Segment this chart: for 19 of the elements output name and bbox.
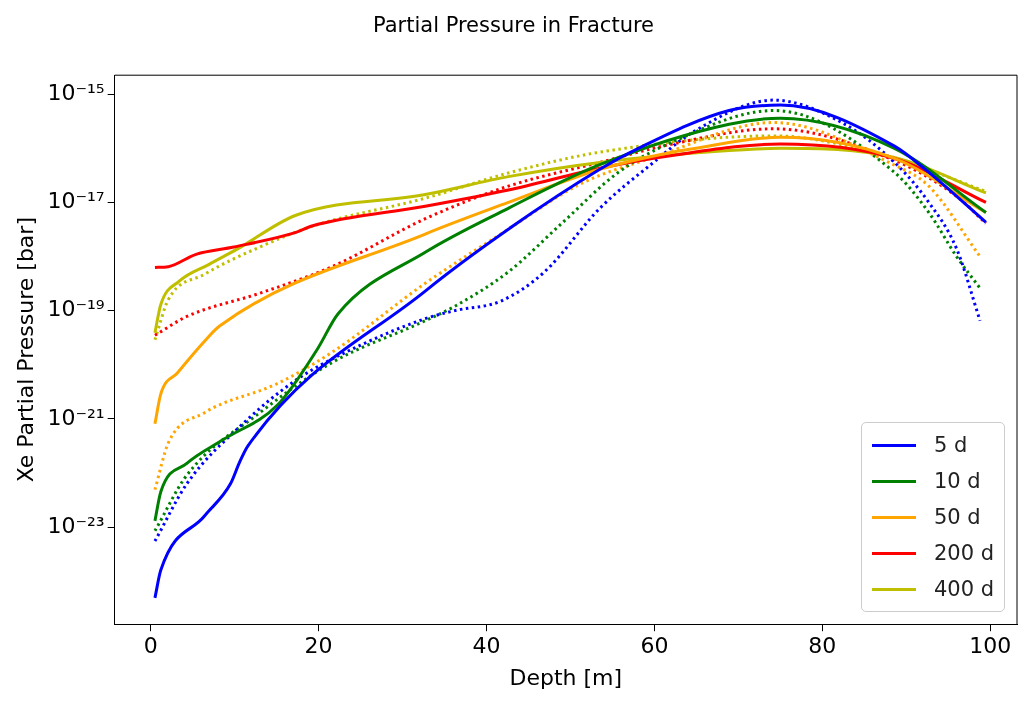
y-tick-label: 10⁻¹⁵ bbox=[47, 79, 105, 105]
x-tick-label: 40 bbox=[472, 633, 501, 659]
x-tick-label: 100 bbox=[969, 633, 1012, 659]
y-tick-label: 10⁻²³ bbox=[47, 512, 105, 538]
y-tick-label: 10⁻²¹ bbox=[47, 404, 105, 430]
y-axis-title: Xe Partial Pressure [bar] bbox=[12, 217, 38, 483]
x-axis-title: Depth [m] bbox=[509, 664, 623, 690]
x-tick-label: 60 bbox=[640, 633, 669, 659]
chart-title: Partial Pressure in Fracture bbox=[372, 13, 655, 38]
x-tick-label: 20 bbox=[304, 633, 333, 659]
x-tick-label: 80 bbox=[808, 633, 837, 659]
x-tick-label: 0 bbox=[143, 633, 158, 659]
y-tick-label: 10⁻¹⁹ bbox=[47, 296, 105, 322]
legend-label: 50 d bbox=[933, 505, 981, 530]
legend-label: 400 d bbox=[933, 577, 994, 602]
legend-label: 200 d bbox=[933, 541, 994, 566]
legend-label: 10 d bbox=[933, 469, 981, 494]
legend-label: 5 d bbox=[933, 433, 968, 458]
y-tick-label: 10⁻¹⁷ bbox=[47, 188, 105, 214]
